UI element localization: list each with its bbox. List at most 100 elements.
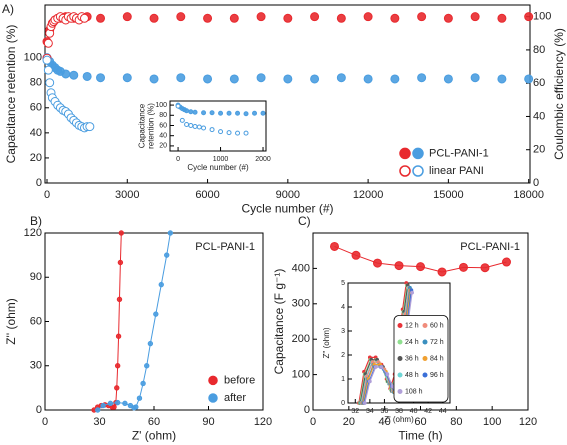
data-point bbox=[243, 130, 249, 136]
y-tick-label: 30 bbox=[30, 360, 42, 372]
legend-label: after bbox=[224, 392, 246, 404]
y-tick-label: 40 bbox=[159, 133, 167, 140]
y-tick-label: 90 bbox=[30, 271, 42, 283]
data-point bbox=[107, 400, 114, 407]
x-tick-label: 12000 bbox=[353, 189, 384, 201]
data-point bbox=[416, 262, 425, 272]
x-tick-label: 0 bbox=[176, 156, 180, 163]
data-point bbox=[417, 12, 427, 22]
data-point bbox=[117, 259, 124, 266]
panel-label: A) bbox=[2, 2, 14, 16]
y-tick-label: 80 bbox=[159, 112, 167, 119]
x-tick-label: 0 bbox=[310, 416, 316, 428]
data-point bbox=[176, 73, 186, 83]
data-point bbox=[379, 365, 384, 369]
y-tick-label: 20 bbox=[30, 152, 42, 164]
data-point bbox=[149, 13, 159, 23]
y-tick-label: 400 bbox=[292, 262, 310, 274]
y-tick-label: 200 bbox=[292, 333, 310, 345]
data-point bbox=[43, 38, 53, 48]
y2-tick-label: 40 bbox=[533, 110, 545, 122]
data-point bbox=[226, 110, 232, 116]
data-point bbox=[201, 110, 207, 116]
data-point bbox=[153, 311, 159, 317]
annotation: PCL-PANI-1 bbox=[460, 241, 520, 253]
legend-marker bbox=[208, 375, 218, 386]
x-tick-label: 40 bbox=[410, 408, 418, 415]
y-tick-label: 0 bbox=[36, 404, 42, 416]
data-point bbox=[252, 110, 258, 116]
x-tick-label: 90 bbox=[202, 416, 214, 428]
y-tick-label: 60 bbox=[159, 122, 167, 129]
data-point bbox=[209, 127, 215, 133]
data-point bbox=[437, 267, 447, 277]
x-tick-label: 15000 bbox=[433, 189, 464, 201]
data-point bbox=[42, 55, 52, 65]
y-axis-label: Capacitance retention (%) bbox=[4, 25, 18, 164]
legend-marker bbox=[397, 356, 403, 361]
data-point bbox=[362, 401, 367, 405]
x-tick-label: 18000 bbox=[513, 189, 544, 201]
data-point bbox=[373, 365, 378, 369]
y-tick-label: 60 bbox=[30, 102, 42, 114]
x-tick-label: 38 bbox=[395, 408, 403, 415]
x-tick-label: 20 bbox=[343, 416, 355, 428]
y-tick-label: 100 bbox=[24, 52, 42, 64]
legend-label: 48 h bbox=[405, 372, 419, 379]
annotation: PCL-PANI-1 bbox=[195, 241, 255, 253]
data-point bbox=[363, 74, 373, 84]
data-point bbox=[310, 74, 320, 84]
data-point bbox=[114, 385, 120, 391]
y-tick-label: 3 bbox=[341, 328, 345, 335]
data-point bbox=[524, 12, 534, 22]
legend-label: before bbox=[224, 374, 255, 386]
data-point bbox=[114, 363, 121, 369]
data-point bbox=[390, 384, 395, 389]
legend-label: 84 h bbox=[430, 355, 444, 362]
y2-tick-label: 0 bbox=[533, 177, 539, 189]
legend-marker bbox=[422, 372, 428, 378]
legend-marker bbox=[399, 165, 411, 177]
y-tick-label: 0 bbox=[304, 404, 310, 416]
data-point bbox=[229, 13, 239, 23]
y-tick-label: 100 bbox=[292, 369, 310, 381]
x-tick-label: 0 bbox=[44, 189, 50, 201]
y-axis-label: Z'' (ohm) bbox=[322, 327, 331, 358]
data-point bbox=[61, 69, 71, 79]
data-point bbox=[192, 124, 198, 130]
y-tick-label: 2 bbox=[341, 352, 345, 359]
x-tick-label: 120 bbox=[254, 416, 272, 428]
x-tick-label: 60 bbox=[414, 416, 426, 428]
y2-tick-label: 80 bbox=[533, 44, 545, 56]
y-tick-label: 120 bbox=[24, 227, 42, 239]
data-point bbox=[390, 74, 400, 84]
legend-marker bbox=[422, 339, 428, 345]
data-point bbox=[184, 108, 190, 114]
legend-marker bbox=[399, 147, 411, 160]
data-point bbox=[470, 12, 480, 22]
data-point bbox=[235, 110, 241, 116]
legend-marker bbox=[397, 323, 403, 328]
x-tick-label: 120 bbox=[519, 416, 537, 428]
x-axis-label: Z' (ohm) bbox=[384, 415, 414, 424]
data-point bbox=[203, 13, 213, 23]
data-point bbox=[390, 13, 400, 23]
data-point bbox=[115, 333, 122, 339]
data-point bbox=[82, 71, 92, 81]
data-point bbox=[480, 263, 490, 273]
data-point bbox=[96, 73, 106, 83]
data-point bbox=[470, 73, 480, 83]
data-point bbox=[283, 13, 293, 23]
y-axis-label: Z'' (ohm) bbox=[4, 298, 18, 345]
panel-label: B) bbox=[30, 214, 42, 228]
data-point bbox=[502, 257, 511, 267]
data-point bbox=[114, 399, 121, 406]
x-tick-label: 44 bbox=[439, 408, 447, 415]
x-tick-label: 36 bbox=[381, 408, 389, 415]
data-point bbox=[133, 404, 139, 410]
y2-tick-label: 100 bbox=[533, 11, 551, 23]
plot-frame bbox=[44, 4, 531, 184]
data-point bbox=[367, 379, 372, 384]
